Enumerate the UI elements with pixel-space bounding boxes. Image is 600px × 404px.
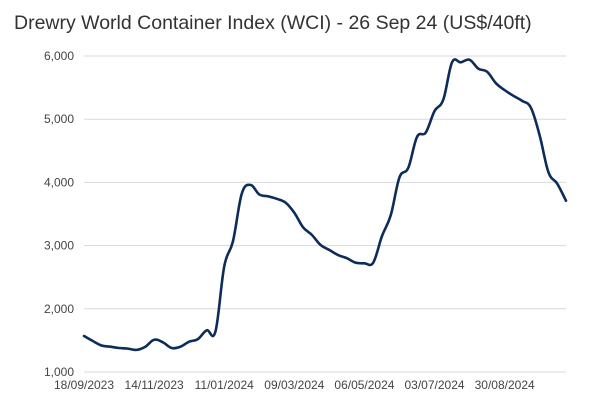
y-tick-label: 4,000 — [44, 175, 74, 189]
y-tick-label: 1,000 — [44, 365, 74, 379]
y-tick-label: 2,000 — [44, 302, 74, 316]
x-axis: 18/09/2023 14/11/2023 11/01/2024 09/03/2024… — [54, 378, 535, 392]
y-tick-label: 5,000 — [44, 112, 74, 126]
x-tick-label: 18/09/2023 — [54, 378, 114, 392]
gridlines — [84, 55, 566, 373]
wci-series-line — [82, 58, 568, 352]
chart-title: Drewry World Container Index (WCI) - 26 … — [14, 12, 532, 34]
x-tick-label: 30/08/2024 — [475, 378, 535, 392]
y-tick-label: 3,000 — [44, 239, 74, 253]
y-tick-label: 6,000 — [44, 49, 74, 63]
x-tick-label: 03/07/2024 — [405, 378, 465, 392]
x-tick-label: 06/05/2024 — [334, 378, 394, 392]
x-tick-label: 14/11/2023 — [125, 378, 184, 392]
y-axis: 1,000 2,000 3,000 4,000 5,000 6,000 — [44, 49, 74, 379]
x-tick-label: 09/03/2024 — [264, 378, 324, 392]
x-tick-label: 11/01/2024 — [195, 378, 254, 392]
